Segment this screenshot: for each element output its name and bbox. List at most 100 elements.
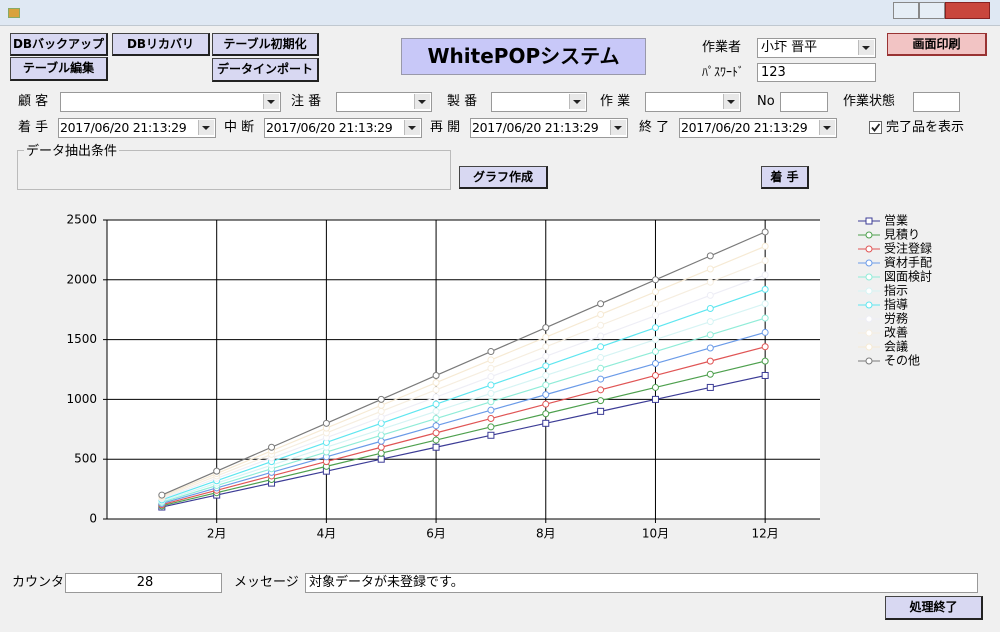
marker xyxy=(761,285,769,293)
marker xyxy=(542,419,550,427)
order-combo[interactable] xyxy=(336,92,432,112)
y-tick-label: 0 xyxy=(89,512,97,526)
worker-value: 小圷 晋平 xyxy=(761,40,818,55)
check-mark xyxy=(871,123,881,132)
date-picker[interactable]: 2017/06/20 21:13:29 xyxy=(58,118,216,138)
marker xyxy=(542,352,550,360)
series-line xyxy=(161,260,766,499)
marker xyxy=(377,401,385,409)
marker xyxy=(597,375,605,383)
marker xyxy=(865,315,873,323)
marker xyxy=(597,310,605,318)
marker xyxy=(432,379,440,387)
marker xyxy=(597,386,605,394)
close-button[interactable] xyxy=(945,2,990,19)
product-combo[interactable] xyxy=(491,92,587,112)
marker xyxy=(706,383,714,391)
marker xyxy=(487,373,495,381)
series-line xyxy=(161,245,766,497)
marker xyxy=(706,318,714,326)
marker xyxy=(432,443,440,451)
marker xyxy=(597,354,605,362)
marker xyxy=(377,455,385,463)
print-button[interactable]: 画面印刷 xyxy=(887,33,987,56)
marker xyxy=(487,348,495,356)
init-table-button[interactable]: テーブル初期化 xyxy=(212,33,319,56)
legend-label: 指示 xyxy=(884,283,908,298)
marker xyxy=(542,410,550,418)
marker xyxy=(865,343,873,351)
marker xyxy=(706,252,714,260)
group-box xyxy=(17,150,451,190)
marker xyxy=(377,437,385,445)
status-field[interactable] xyxy=(913,92,960,112)
marker xyxy=(432,407,440,415)
marker xyxy=(651,324,659,332)
marker xyxy=(597,332,605,340)
marker xyxy=(651,360,659,368)
x-tick-label: 8月 xyxy=(536,527,556,541)
series-line xyxy=(161,231,766,496)
recovery-button[interactable]: DBリカバリ xyxy=(112,33,210,56)
x-tick-label: 10月 xyxy=(642,527,669,541)
graph-button[interactable]: グラフ作成 xyxy=(459,166,548,189)
marker xyxy=(377,431,385,439)
legend-label: 営業 xyxy=(884,214,908,228)
date-picker[interactable]: 2017/06/20 21:13:29 xyxy=(470,118,628,138)
marker xyxy=(542,362,550,370)
marker xyxy=(432,371,440,379)
minimize-button[interactable] xyxy=(893,2,919,19)
marker xyxy=(706,331,714,339)
import-button[interactable]: データインポート xyxy=(212,58,319,82)
marker xyxy=(651,348,659,356)
marker xyxy=(432,393,440,401)
password-field[interactable]: 123 xyxy=(757,63,876,82)
marker xyxy=(651,336,659,344)
work-combo[interactable] xyxy=(645,92,741,112)
maximize-button[interactable] xyxy=(919,2,945,19)
series-line xyxy=(161,303,766,502)
marker xyxy=(158,491,166,499)
app-title: WhitePOPシステム xyxy=(401,38,646,75)
y-tick-label: 2000 xyxy=(66,272,97,286)
series-line xyxy=(161,360,766,507)
worker-combo[interactable]: 小圷 晋平 xyxy=(757,38,876,58)
legend-label: 指導 xyxy=(884,297,908,312)
series: 営業 xyxy=(158,214,908,511)
filter-label: 顧 客 xyxy=(18,94,49,109)
marker xyxy=(542,333,550,341)
filter-label: 注 番 xyxy=(291,94,322,109)
marker xyxy=(651,288,659,296)
marker xyxy=(597,407,605,415)
exit-button[interactable]: 処理終了 xyxy=(885,596,983,620)
date-picker[interactable]: 2017/06/20 21:13:29 xyxy=(264,118,422,138)
date-label: 着 手 xyxy=(18,120,49,135)
start-button[interactable]: 着 手 xyxy=(761,166,809,189)
series-line xyxy=(161,288,766,501)
marker xyxy=(651,300,659,308)
marker xyxy=(377,443,385,451)
chart: 0 500 1000 1500 2000 2500 2月 4月 6月 8月 10月 12月 営業見積り受… xyxy=(66,213,932,541)
date-picker[interactable]: 2017/06/20 21:13:29 xyxy=(679,118,837,138)
marker xyxy=(213,467,221,475)
edit-table-button[interactable]: テーブル編集 xyxy=(10,57,108,81)
series-line xyxy=(161,331,766,505)
no-field[interactable] xyxy=(780,92,828,112)
customer-combo[interactable] xyxy=(60,92,281,112)
legend-label: その他 xyxy=(884,354,920,368)
backup-button[interactable]: DBバックアップ xyxy=(10,33,108,56)
marker xyxy=(651,312,659,320)
counter-field: 28 xyxy=(65,573,222,593)
marker xyxy=(432,400,440,408)
x-tick-label: 12月 xyxy=(752,527,779,541)
checkbox[interactable] xyxy=(869,121,882,134)
marker xyxy=(542,343,550,351)
marker xyxy=(487,364,495,372)
marker xyxy=(487,406,495,414)
marker xyxy=(761,328,769,336)
legend-label: 労務 xyxy=(884,312,908,326)
marker xyxy=(542,400,550,408)
marker xyxy=(706,370,714,378)
y-tick-label: 2500 xyxy=(66,213,97,227)
